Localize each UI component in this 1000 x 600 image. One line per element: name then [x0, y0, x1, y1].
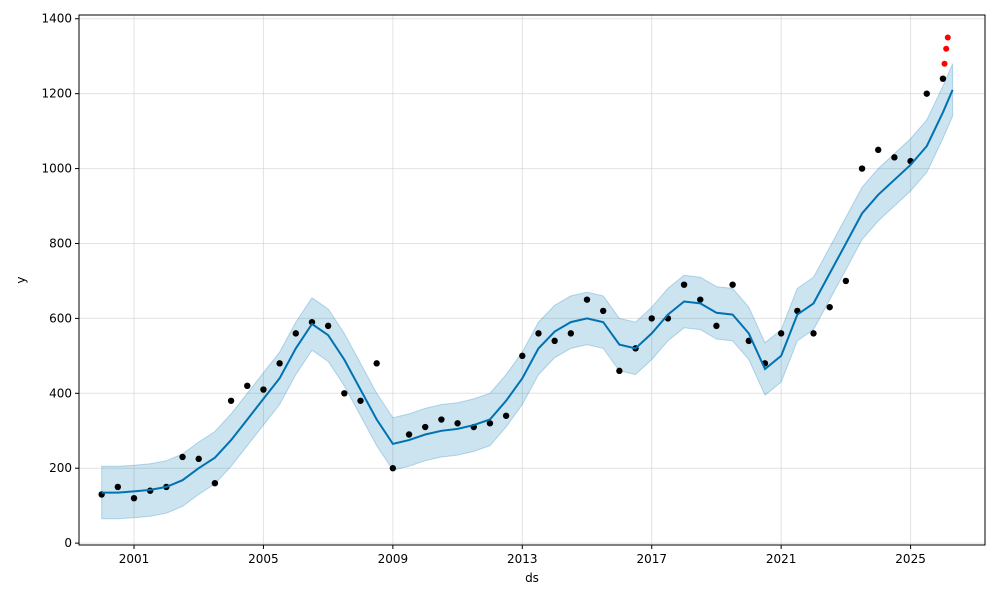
forecast-line — [101, 89, 954, 494]
y-tick-label: 1000 — [41, 162, 72, 176]
observed-point — [276, 360, 283, 367]
x-tick-label: 2021 — [766, 552, 797, 566]
observed-point — [308, 318, 316, 326]
y-axis: 0 200 400 600 800 1000 1200 1400 — [41, 12, 79, 550]
observed-point — [195, 455, 202, 463]
observed-point — [373, 360, 380, 367]
test-point — [944, 34, 951, 41]
observed-point — [616, 367, 623, 375]
observed-point — [341, 390, 348, 397]
y-tick-label: 1200 — [41, 87, 72, 101]
x-tick-label: 2017 — [636, 552, 667, 566]
observed-point — [567, 330, 575, 337]
observed-point — [324, 322, 332, 330]
y-tick-label: 0 — [64, 536, 72, 550]
observed-point — [697, 296, 704, 303]
test-point — [943, 45, 950, 52]
observed-point — [486, 420, 494, 427]
x-tick-label: 2005 — [248, 552, 279, 566]
x-tick-label: 2013 — [507, 552, 538, 566]
test-point — [941, 60, 948, 67]
observed-point — [179, 453, 186, 461]
observed-point — [583, 296, 591, 303]
observed-point — [438, 416, 445, 423]
grid — [79, 15, 985, 545]
observed-point — [826, 303, 833, 311]
x-axis: 2001 2005 2009 2013 2017 2021 2025 — [119, 545, 926, 566]
observed-point — [260, 386, 267, 393]
uncertainty-interval — [101, 63, 954, 520]
observed-point — [891, 154, 898, 161]
observed-point — [422, 423, 429, 431]
observed-point — [211, 479, 219, 487]
y-tick-label: 400 — [49, 386, 72, 400]
observed-point — [551, 337, 558, 345]
observed-point — [729, 281, 736, 288]
interval-band — [101, 63, 954, 520]
observed-point — [939, 75, 947, 82]
observed-point — [810, 330, 817, 337]
forecast-path — [101, 89, 954, 494]
observed-point — [114, 483, 122, 491]
observed-point — [713, 322, 720, 330]
y-axis-label: y — [14, 276, 28, 283]
x-tick-label: 2001 — [119, 552, 150, 566]
observed-point — [519, 352, 526, 360]
observed-point — [777, 330, 785, 337]
y-tick-label: 800 — [49, 236, 72, 250]
observed-point — [357, 397, 364, 404]
observed-point — [923, 90, 930, 97]
observed-point — [244, 382, 251, 390]
observed-point — [648, 315, 655, 322]
observed-point — [680, 281, 688, 288]
observed-point — [227, 397, 235, 404]
observed-point — [405, 431, 413, 438]
x-tick-label: 2009 — [378, 552, 409, 566]
y-tick-label: 200 — [49, 461, 72, 475]
x-tick-label: 2025 — [895, 552, 926, 566]
observed-point — [875, 146, 882, 154]
observed-point — [858, 165, 866, 172]
observed-point — [502, 412, 510, 419]
observed-point — [292, 330, 299, 337]
y-tick-label: 600 — [49, 311, 72, 325]
observed-point — [599, 307, 607, 315]
plot-frame — [78, 14, 986, 546]
observed-point — [842, 277, 850, 285]
observed-point — [454, 420, 461, 427]
y-tick-label: 1400 — [41, 12, 72, 26]
x-axis-label: ds — [525, 571, 539, 585]
observed-point — [130, 494, 138, 502]
observed-point — [535, 330, 542, 337]
observed-point — [389, 465, 397, 472]
test-points — [941, 34, 951, 67]
